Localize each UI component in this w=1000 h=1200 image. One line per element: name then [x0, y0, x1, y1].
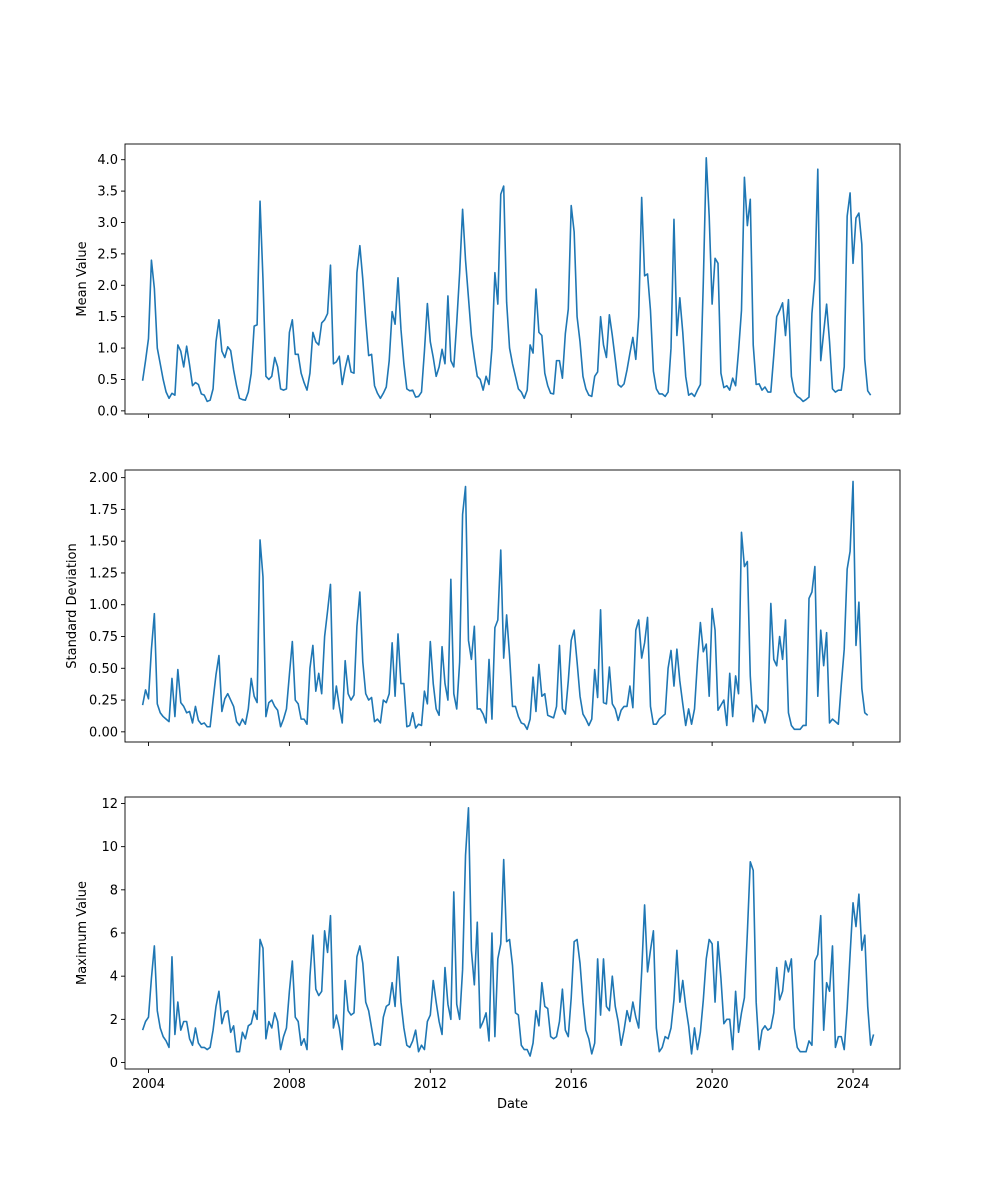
x-tick-label: 2016: [555, 1077, 588, 1092]
y-tick-label: 3.0: [97, 216, 118, 231]
axes-frame: [124, 143, 901, 415]
series-line-1: [141, 157, 872, 403]
subplot-1: 0.0 0.5 1.0 1.5 2.0 2.5 3.0 3.5 4.0 Mean Value: [75, 143, 901, 419]
y-tick-label: 1.00: [89, 598, 118, 613]
y-tick-label: 1.75: [89, 503, 118, 518]
series-line-2: [141, 480, 869, 731]
y-tick-label: 0.50: [89, 662, 118, 677]
y-tick-label: 2.0: [97, 279, 118, 294]
axes-frame: [124, 469, 901, 743]
y-tick-label: 0.25: [89, 694, 118, 709]
x-tick-label: 2008: [273, 1077, 306, 1092]
y-tick-label: 1.5: [97, 310, 118, 325]
y-tick-label: 8: [110, 883, 118, 898]
y-tick-label: 2.5: [97, 247, 118, 262]
y-tick-label: 4: [110, 970, 118, 985]
subplot-2: 0.00 0.25 0.50 0.75 1.00 1.25 1.50 1.75 2.00 Stan…: [65, 469, 901, 746]
x-tick-label: 2004: [132, 1077, 165, 1092]
series-line-3: [141, 806, 875, 1057]
y-axis-label: Mean Value: [75, 241, 90, 316]
y-tick-label: 12: [101, 797, 118, 812]
y-tick-label: 3.5: [97, 185, 118, 200]
y-tick-label: 1.50: [89, 535, 118, 550]
x-tick-label: 2020: [696, 1077, 729, 1092]
y-axis-label: Standard Deviation: [65, 543, 80, 668]
y-tick-label: 0.75: [89, 630, 118, 645]
y-tick-label: 0: [110, 1056, 118, 1071]
y-tick-label: 0.0: [97, 404, 118, 419]
y-tick-label: 1.25: [89, 566, 118, 581]
y-tick-label: 2.00: [89, 471, 118, 486]
y-tick-label: 0.5: [97, 373, 118, 388]
y-tick-label: 2: [110, 1013, 118, 1028]
y-tick-label: 6: [110, 927, 118, 942]
x-axis-label: Date: [497, 1097, 528, 1112]
y-tick-label: 1.0: [97, 342, 118, 357]
y-tick-label: 4.0: [97, 153, 118, 168]
y-tick-label: 10: [101, 840, 118, 855]
x-tick-label: 2012: [414, 1077, 447, 1092]
x-tick-label: 2024: [836, 1077, 869, 1092]
y-axis-label: Maximum Value: [75, 881, 90, 985]
y-tick-label: 0.00: [89, 725, 118, 740]
subplot-3: 0 2 4 6 8 10 12 2004 2008 2012 2016 2020 2024 Maximum…: [75, 796, 901, 1112]
